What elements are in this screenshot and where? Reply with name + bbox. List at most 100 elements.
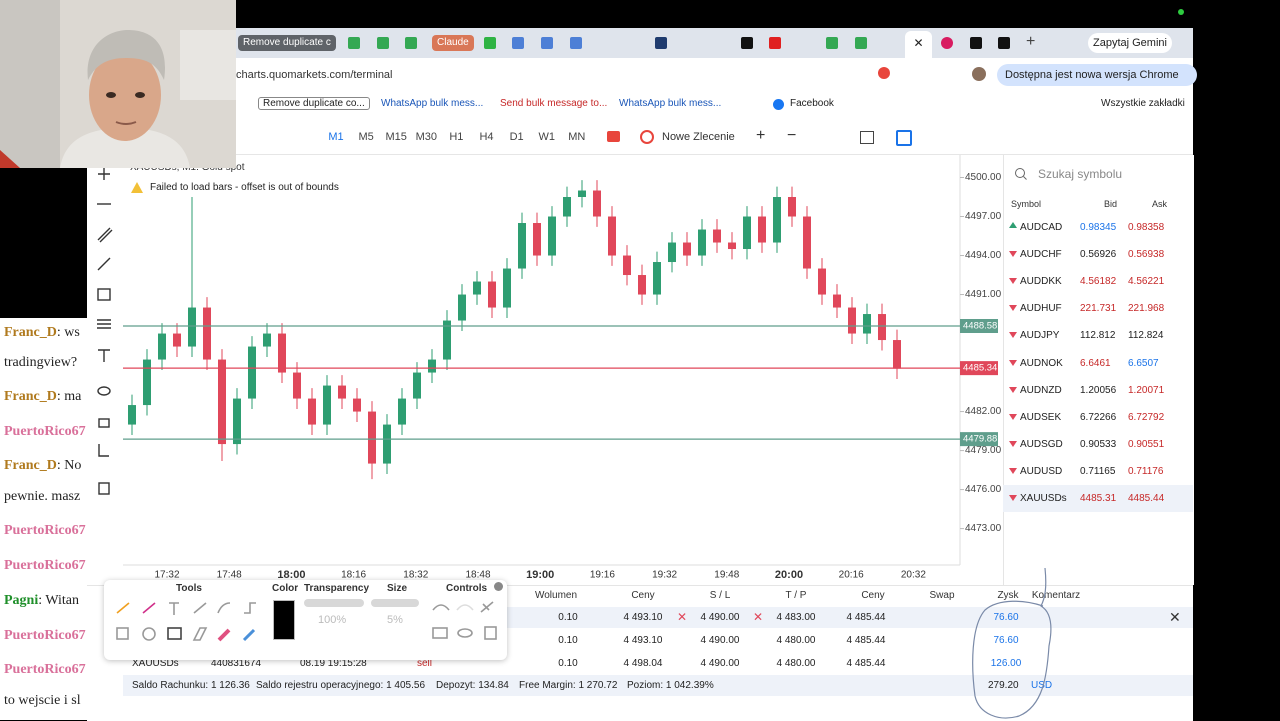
tree-tool[interactable] — [98, 444, 109, 457]
selected-symbol — [1003, 485, 1193, 512]
visibility-tool[interactable] — [97, 386, 111, 396]
text-tool[interactable] — [98, 349, 110, 362]
step-tool[interactable] — [244, 602, 256, 614]
timeframe[interactable]: H4 — [479, 131, 494, 143]
all-bookmarks[interactable]: Wszystkie zakładki — [1101, 98, 1185, 109]
tab-icon[interactable] — [377, 37, 389, 49]
clear[interactable] — [480, 601, 494, 613]
gemini-button[interactable]: Zapytaj Gemini — [1088, 33, 1172, 53]
symbol[interactable]: AUDCAD — [1020, 222, 1063, 233]
tab-icon[interactable] — [541, 37, 553, 49]
list-tool[interactable] — [98, 482, 110, 495]
bookmark[interactable]: Remove duplicate co... — [258, 97, 370, 110]
tab[interactable]: Claude — [432, 35, 474, 51]
screenshot[interactable] — [432, 627, 448, 639]
symbol[interactable]: AUDCHF — [1020, 249, 1062, 261]
size-slider[interactable] — [371, 599, 419, 607]
symbol[interactable]: AUDNZD — [1020, 384, 1062, 396]
symbol[interactable]: AUDSGD — [1020, 438, 1063, 450]
extension-icon[interactable] — [878, 67, 890, 79]
frame-tool[interactable] — [167, 627, 182, 640]
bookmark[interactable]: Send bulk message to... — [500, 98, 608, 109]
trend-marker — [1009, 251, 1017, 258]
toolbar-icon[interactable] — [860, 131, 874, 144]
settings-icon[interactable] — [494, 582, 503, 591]
zoom-in[interactable]: + — [756, 127, 766, 144]
symbol[interactable]: AUDJPY — [1020, 330, 1060, 342]
lock-tool[interactable] — [98, 418, 110, 428]
color-swatch[interactable] — [273, 600, 295, 640]
tab-icon[interactable] — [348, 37, 360, 49]
eraser-tool[interactable] — [217, 628, 231, 642]
symbol[interactable]: AUDDKK — [1020, 276, 1062, 288]
redo[interactable] — [456, 604, 474, 611]
channel-tool[interactable] — [97, 227, 113, 243]
tab-icon[interactable] — [405, 37, 417, 49]
update-button[interactable]: Dostępna jest nowa wersja Chrome — [997, 64, 1197, 86]
hide[interactable] — [457, 628, 473, 638]
new-order-button[interactable]: Nowe Zlecenie — [662, 131, 735, 143]
timeframe[interactable]: MN — [568, 131, 586, 143]
candle-body — [233, 398, 241, 445]
tab-icon[interactable] — [741, 37, 753, 49]
timeframe[interactable]: D1 — [509, 131, 524, 143]
candle-body — [128, 405, 136, 425]
column-header: Ceny — [631, 590, 655, 601]
bookmark[interactable]: WhatsApp bulk mess... — [619, 98, 722, 109]
timeframe[interactable]: M15 — [385, 131, 407, 143]
timeframe[interactable]: M30 — [415, 131, 437, 143]
symbol[interactable]: AUDNOK — [1020, 357, 1063, 369]
shape-tool[interactable] — [97, 288, 111, 301]
tab-icon[interactable] — [941, 37, 953, 49]
url[interactable]: charts.quomarkets.com/terminal — [236, 69, 393, 81]
bookmark[interactable]: Facebook — [790, 98, 834, 109]
tab-icon[interactable] — [769, 37, 781, 49]
circle-tool[interactable] — [142, 627, 156, 641]
chat-text: : No — [56, 458, 82, 473]
timeframe[interactable]: H1 — [449, 131, 464, 143]
tab-icon[interactable] — [484, 37, 496, 49]
tab[interactable]: Remove duplicate c — [238, 35, 336, 51]
new-tab[interactable]: + — [1026, 33, 1036, 50]
tab-icon[interactable] — [655, 37, 667, 49]
remove-sl[interactable]: ✕ — [677, 610, 688, 624]
close-position[interactable]: ✕ — [1169, 609, 1181, 625]
bookmark[interactable]: WhatsApp bulk mess... — [381, 98, 484, 109]
symbol-search[interactable]: Szukaj symbolu — [1038, 167, 1123, 181]
timeframe[interactable]: W1 — [538, 131, 555, 143]
timeframe[interactable]: M1 — [328, 131, 344, 143]
tab-icon[interactable] — [512, 37, 524, 49]
ask: 1.20071 — [1128, 384, 1165, 396]
tab-icon[interactable] — [826, 37, 838, 49]
crosshair-tool[interactable] — [98, 168, 110, 180]
timeframe[interactable]: M5 — [358, 131, 374, 143]
symbol[interactable]: AUDSEK — [1020, 411, 1062, 423]
undo[interactable] — [432, 604, 450, 611]
pi-tool[interactable] — [192, 627, 208, 641]
tab-icon[interactable] — [570, 37, 582, 49]
pen-tool[interactable] — [116, 602, 130, 614]
candle-body — [698, 229, 706, 256]
toolbar-icon[interactable] — [607, 131, 620, 142]
rect-tool[interactable] — [116, 627, 129, 640]
symbol[interactable]: AUDHUF — [1020, 303, 1062, 315]
tab-icon[interactable] — [855, 37, 867, 49]
tab-icon[interactable] — [998, 37, 1010, 49]
toolbar-icon[interactable] — [896, 130, 912, 146]
trend-tool[interactable] — [97, 257, 111, 271]
fib-tool[interactable] — [97, 319, 111, 329]
transparency-slider[interactable] — [304, 599, 364, 607]
highlighter-tool[interactable] — [242, 628, 256, 642]
remove-tp[interactable]: ✕ — [753, 610, 764, 624]
export[interactable] — [484, 626, 497, 640]
line-tool[interactable] — [193, 602, 207, 614]
curve-tool[interactable] — [217, 602, 231, 614]
marker-tool[interactable] — [142, 602, 156, 614]
active-tab[interactable]: ✕ — [905, 31, 932, 58]
profile-avatar[interactable] — [972, 67, 986, 81]
text-tool[interactable] — [169, 602, 179, 615]
symbol[interactable]: XAUUSDs — [1020, 493, 1067, 504]
symbol[interactable]: AUDUSD — [1020, 465, 1063, 477]
tab-icon[interactable] — [970, 37, 982, 49]
zoom-out[interactable]: − — [787, 127, 797, 144]
